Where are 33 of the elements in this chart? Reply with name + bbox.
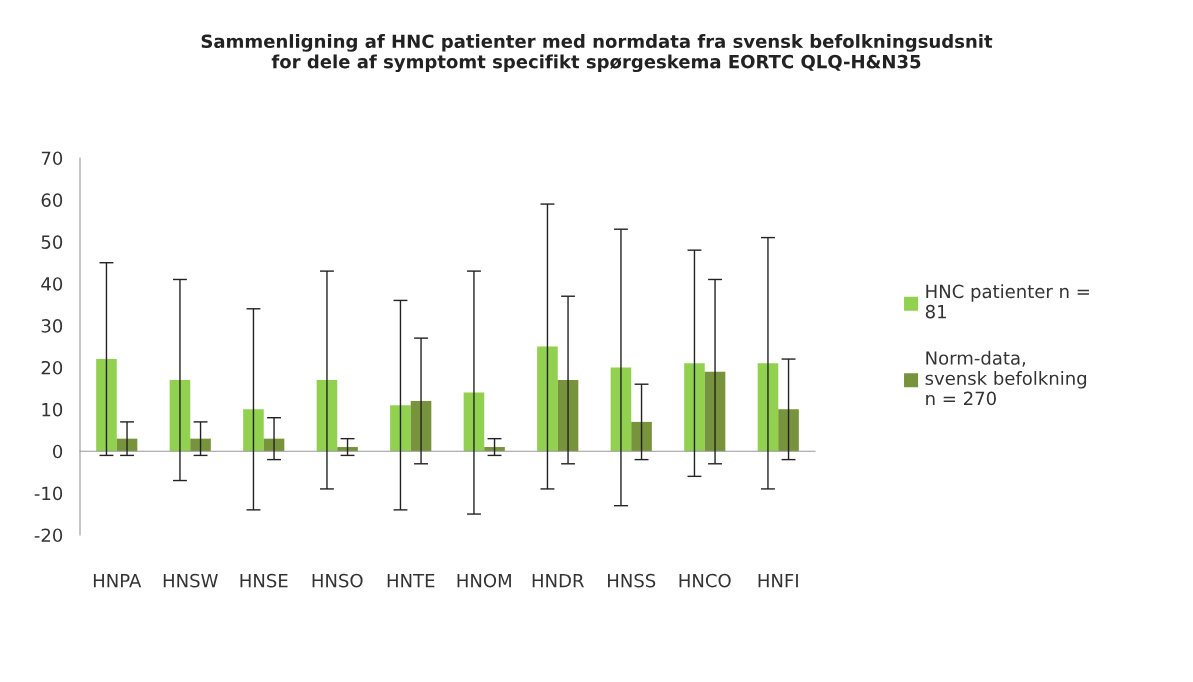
bar: [484, 447, 505, 452]
y-tick-label: 20: [41, 360, 63, 375]
x-tick-label: HNFI: [758, 574, 798, 588]
legend-label: Norm-data, svensk befolkning n = 270: [925, 350, 1087, 406]
bar: [631, 421, 652, 452]
bar: [537, 346, 558, 452]
x-tick-label: HNDR: [532, 574, 584, 588]
y-tick-label: -10: [34, 486, 63, 501]
x-tick-label: HNSS: [608, 573, 656, 588]
x-tick-label: HNSO: [312, 573, 363, 588]
bar: [337, 447, 358, 452]
x-tick-label: HNSE: [240, 573, 288, 588]
bar: [684, 363, 705, 452]
bar: [243, 409, 264, 452]
y-tick-label: 60: [41, 193, 63, 208]
bar: [778, 409, 799, 452]
x-tick-label: HNPA: [93, 574, 142, 588]
y-tick-label: 30: [41, 319, 63, 333]
y-tick-label: 0: [53, 444, 63, 459]
chart-title: Sammenligning af HNC patienter med normdata fra svensk befolkningsudsnit for dele af symptomt specifikt spørgeskema EORTC QLQ-H&N35: [201, 34, 993, 73]
y-tick-label: 10: [42, 402, 63, 417]
y-tick-label: 50: [41, 235, 63, 249]
y-tick-label: 40: [41, 277, 63, 291]
bar: [390, 405, 411, 452]
x-tick-label: HNTE: [387, 574, 435, 588]
bar: [96, 359, 117, 452]
y-tick-label: 70: [41, 151, 63, 166]
x-tick-label: HNCO: [679, 573, 731, 588]
bar: [190, 438, 211, 452]
legend-label: HNC patienter n = 81: [925, 284, 1089, 319]
x-tick-label: HNOM: [457, 573, 511, 588]
y-tick-label: -20: [34, 528, 63, 543]
x-tick-label: HNSW: [163, 573, 218, 588]
